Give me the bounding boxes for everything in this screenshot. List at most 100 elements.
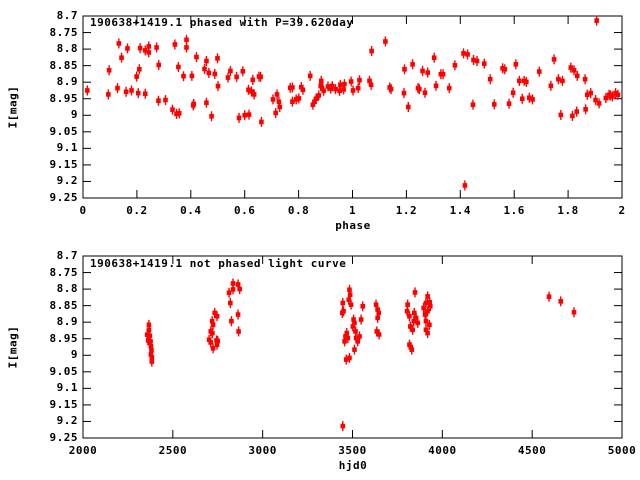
- data-point: [191, 101, 197, 107]
- data-point: [240, 68, 246, 74]
- data-point: [423, 327, 429, 333]
- y-tick-label: 9.15: [49, 157, 78, 171]
- y-tick-label: 8.9: [56, 75, 78, 89]
- data-point: [145, 338, 151, 343]
- data-point: [228, 300, 233, 306]
- data-point: [347, 287, 352, 293]
- data-point: [146, 44, 152, 49]
- data-point: [358, 317, 364, 322]
- data-point: [174, 111, 179, 117]
- x-tick-label: 1.2: [395, 204, 418, 217]
- data-point: [230, 287, 236, 292]
- x-tick-label: 1.4: [449, 204, 471, 217]
- data-point: [251, 92, 257, 97]
- panel2-border: [82, 255, 623, 439]
- data-point: [425, 330, 430, 336]
- data-point: [129, 88, 134, 93]
- data-point: [376, 310, 382, 316]
- data-point: [510, 90, 516, 96]
- data-point: [470, 102, 476, 107]
- data-point: [353, 329, 358, 334]
- data-point: [524, 79, 529, 85]
- y-tick-label: 8.85: [49, 298, 78, 312]
- data-point: [491, 102, 497, 107]
- data-point: [410, 62, 415, 67]
- data-point: [357, 334, 362, 339]
- y-tick-label: 8.7: [56, 9, 78, 22]
- data-point: [316, 93, 322, 98]
- data-point: [142, 48, 148, 53]
- data-point: [351, 317, 356, 322]
- data-point: [440, 71, 446, 77]
- data-point: [462, 183, 468, 188]
- data-point: [421, 305, 426, 311]
- data-point: [613, 90, 618, 96]
- data-point: [369, 48, 374, 54]
- data-point: [215, 56, 220, 61]
- data-point: [172, 42, 178, 47]
- data-point: [210, 330, 215, 336]
- data-point: [594, 18, 599, 23]
- data-point: [204, 100, 209, 105]
- data-point: [123, 89, 129, 95]
- y-tick-label: 9: [70, 348, 78, 362]
- data-point: [357, 77, 362, 83]
- data-point: [125, 46, 130, 51]
- data-point: [176, 64, 181, 70]
- x-tick-label: 4000: [428, 444, 457, 457]
- y-tick-label: 8.95: [49, 91, 78, 105]
- data-point: [355, 85, 361, 91]
- x-tick-label: 0.4: [180, 204, 202, 217]
- data-point: [353, 335, 359, 341]
- data-point: [404, 308, 410, 314]
- data-point: [234, 74, 239, 80]
- panel2-data-points: [144, 278, 577, 432]
- data-point: [346, 297, 352, 302]
- data-point: [146, 327, 152, 333]
- data-point: [343, 357, 349, 362]
- x-tick-label: 2000: [68, 444, 98, 457]
- y-tick-label: 8.85: [49, 58, 78, 72]
- data-point: [425, 308, 430, 314]
- data-point: [433, 83, 439, 89]
- data-point: [230, 281, 236, 286]
- data-point: [333, 86, 338, 92]
- data-point: [446, 85, 452, 91]
- data-point: [119, 55, 124, 60]
- data-point: [513, 62, 519, 67]
- data-point: [423, 318, 429, 324]
- y-tick-label: 9.2: [56, 174, 78, 188]
- data-point: [375, 315, 380, 321]
- data-point: [487, 76, 493, 82]
- data-point: [423, 300, 429, 306]
- data-point: [246, 112, 252, 117]
- y-tick-label: 9.1: [56, 381, 78, 395]
- data-point: [106, 67, 112, 73]
- y-tick-label: 9: [70, 108, 78, 122]
- data-point: [409, 347, 415, 352]
- data-point: [149, 348, 154, 353]
- panel2-title: 190638+1419.1 not phased light curve: [90, 257, 347, 270]
- data-point: [422, 312, 428, 317]
- data-point: [209, 318, 215, 324]
- data-point: [347, 355, 352, 361]
- data-point: [206, 337, 212, 343]
- x-tick-label: 0.6: [234, 204, 256, 217]
- data-point: [408, 324, 413, 329]
- data-point: [163, 97, 168, 103]
- data-point: [194, 54, 199, 60]
- data-point: [570, 113, 575, 119]
- data-point: [338, 82, 343, 88]
- y-tick-label: 8.8: [56, 42, 78, 56]
- data-point: [214, 342, 220, 347]
- x-tick-label: 3000: [248, 444, 277, 457]
- data-point: [352, 347, 357, 352]
- data-point: [593, 97, 598, 103]
- data-point: [209, 113, 214, 119]
- y-tick-label: 8.8: [56, 282, 78, 296]
- data-point: [596, 101, 602, 106]
- data-point: [417, 86, 422, 92]
- data-point: [226, 290, 232, 296]
- y-tick-label: 9.25: [49, 431, 78, 444]
